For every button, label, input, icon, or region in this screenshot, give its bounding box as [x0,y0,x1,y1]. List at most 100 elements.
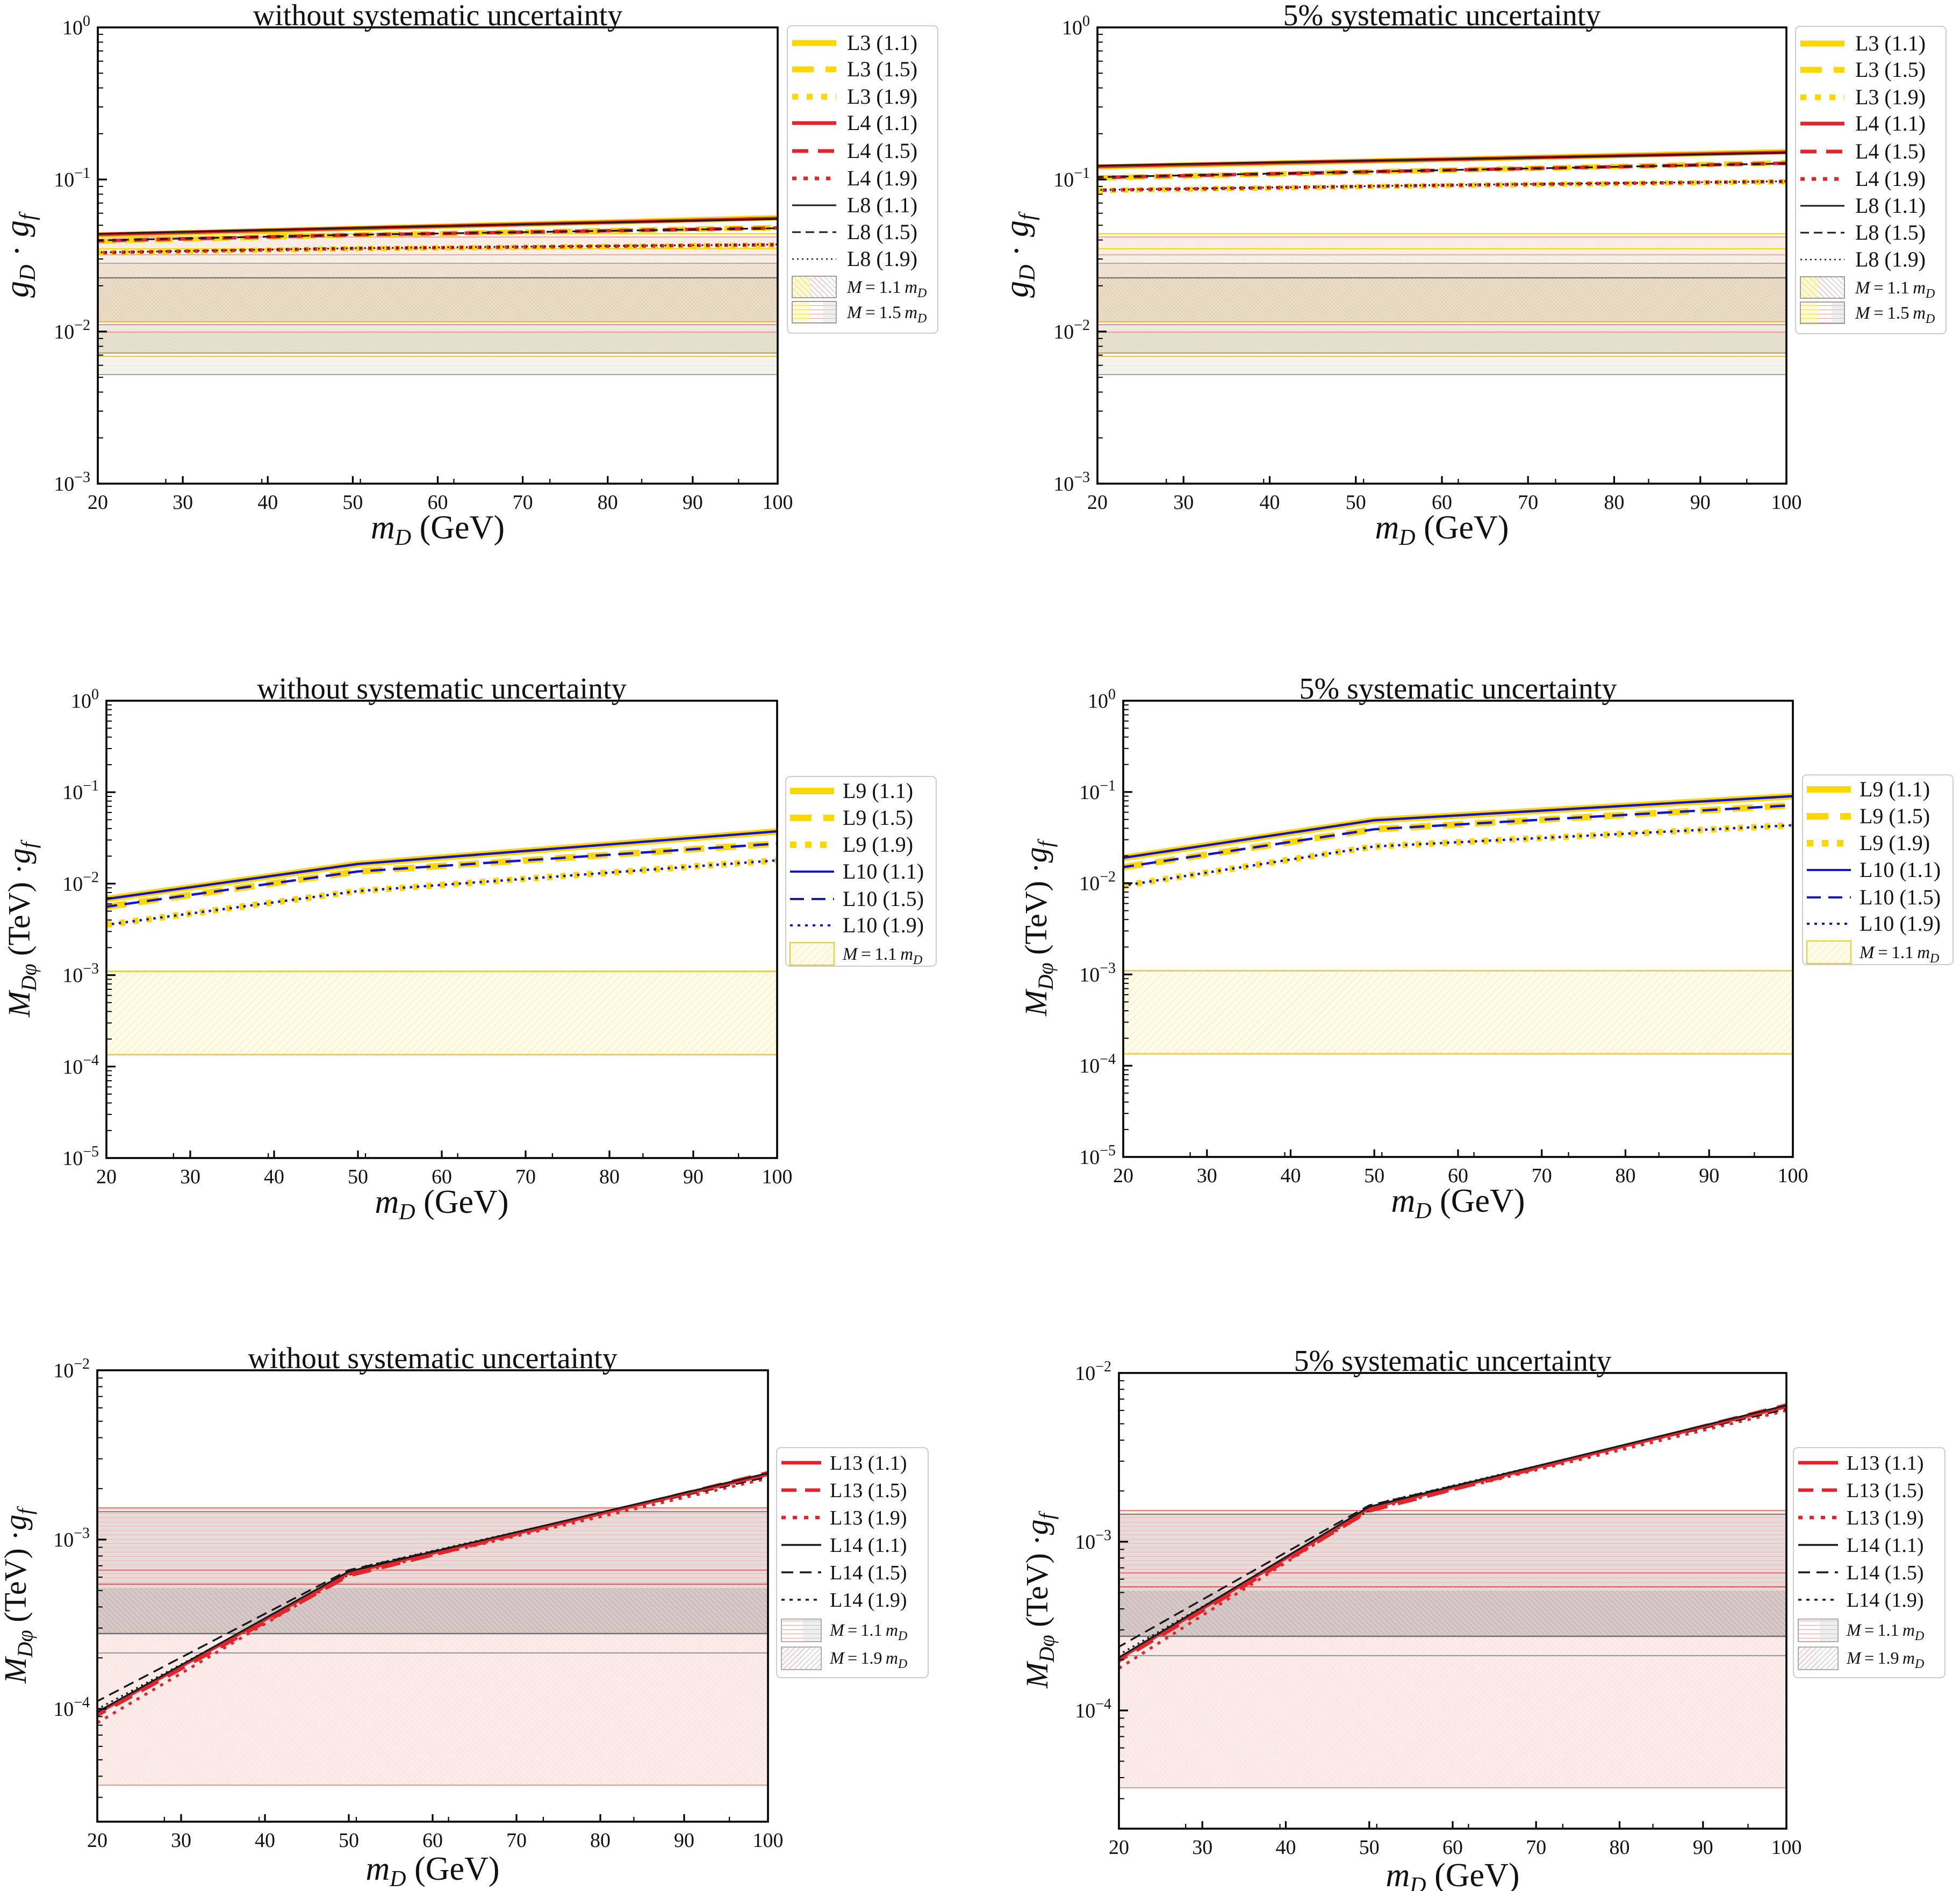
svg-text:40: 40 [1276,1836,1296,1859]
svg-text:L10 (1.9): L10 (1.9) [843,913,924,937]
svg-text:10−3: 10−3 [54,469,90,495]
svg-text:70: 70 [506,1829,527,1852]
svg-text:L4 (1.5): L4 (1.5) [847,139,917,163]
svg-text:L10 (1.5): L10 (1.5) [843,887,924,911]
svg-text:M = 1.1 mD: M = 1.1 mD [1855,278,1935,301]
svg-text:10−1: 10−1 [54,165,90,191]
svg-text:20: 20 [96,1166,117,1188]
svg-text:60: 60 [1448,1164,1468,1187]
svg-text:70: 70 [1526,1836,1546,1859]
svg-text:90: 90 [1690,491,1711,514]
svg-text:20: 20 [1087,491,1108,514]
svg-text:20: 20 [1109,1836,1129,1859]
svg-text:80: 80 [599,1166,620,1188]
svg-text:mD (GeV): mD (GeV) [366,1851,500,1891]
svg-text:L8 (1.5): L8 (1.5) [1855,220,1926,245]
svg-text:30: 30 [1192,1836,1212,1859]
svg-text:L8 (1.9): L8 (1.9) [847,247,917,271]
svg-text:20: 20 [87,1829,107,1852]
svg-text:60: 60 [428,491,448,514]
svg-text:100: 100 [763,491,793,514]
svg-text:30: 30 [173,491,193,514]
svg-text:L14 (1.1): L14 (1.1) [1847,1534,1924,1557]
svg-text:L13 (1.9): L13 (1.9) [1847,1507,1924,1529]
svg-text:60: 60 [432,1166,452,1188]
svg-text:100: 100 [1778,1164,1808,1187]
svg-text:M = 1.1 mD: M = 1.1 mD [829,1620,907,1643]
svg-text:L14 (1.9): L14 (1.9) [1847,1589,1924,1612]
svg-text:L9 (1.1): L9 (1.1) [1860,777,1930,801]
svg-text:30: 30 [171,1829,191,1852]
svg-text:L14 (1.5): L14 (1.5) [830,1562,907,1584]
svg-text:100: 100 [1771,491,1802,514]
svg-text:M = 1.1 mD: M = 1.1 mD [842,945,922,967]
svg-text:50: 50 [1364,1164,1384,1187]
svg-text:50: 50 [342,491,363,514]
svg-text:M = 1.5 mD: M = 1.5 mD [1855,304,1935,326]
svg-text:80: 80 [590,1829,611,1852]
svg-text:50: 50 [339,1829,359,1852]
svg-text:L8 (1.9): L8 (1.9) [1855,247,1926,271]
svg-text:50: 50 [1359,1836,1380,1859]
svg-text:M = 1.1 mD: M = 1.1 mD [1846,1620,1924,1643]
svg-text:80: 80 [1616,1164,1636,1187]
svg-text:100: 100 [1771,1836,1802,1859]
svg-text:90: 90 [674,1829,694,1852]
svg-text:L9 (1.1): L9 (1.1) [843,779,913,803]
svg-text:M = 1.9 mD: M = 1.9 mD [1846,1648,1924,1671]
svg-text:70: 70 [513,491,533,514]
svg-text:100: 100 [753,1829,784,1852]
svg-text:90: 90 [683,1166,703,1188]
svg-text:mD (GeV): mD (GeV) [375,1184,509,1225]
svg-text:L13 (1.1): L13 (1.1) [1847,1452,1924,1475]
svg-text:L4 (1.5): L4 (1.5) [1855,139,1926,163]
svg-text:40: 40 [257,491,278,514]
svg-text:10−3: 10−3 [1075,1527,1111,1554]
svg-text:L13 (1.1): L13 (1.1) [830,1452,907,1475]
svg-text:90: 90 [683,491,703,514]
svg-text:L9 (1.9): L9 (1.9) [843,832,913,857]
svg-text:MDφ (TeV) ·gf: MDφ (TeV) ·gf [1020,1511,1059,1688]
svg-text:80: 80 [598,491,618,514]
svg-text:L4 (1.1): L4 (1.1) [847,111,917,135]
svg-text:90: 90 [1693,1836,1713,1859]
svg-text:L3 (1.1): L3 (1.1) [847,31,917,55]
svg-text:L3 (1.5): L3 (1.5) [847,57,917,81]
svg-text:90: 90 [1699,1164,1719,1187]
svg-text:mD (GeV): mD (GeV) [1375,509,1509,550]
svg-text:L8 (1.1): L8 (1.1) [847,193,917,217]
svg-text:70: 70 [1518,491,1538,514]
svg-text:L4 (1.1): L4 (1.1) [1855,111,1926,135]
svg-text:L10 (1.9): L10 (1.9) [1860,911,1941,936]
svg-text:30: 30 [1173,491,1194,514]
svg-text:L9 (1.9): L9 (1.9) [1860,831,1930,855]
svg-text:M = 1.1 mD: M = 1.1 mD [1859,943,1939,966]
svg-text:50: 50 [348,1166,368,1188]
svg-text:gD · gf: gD · gf [0,211,40,298]
svg-text:40: 40 [264,1166,284,1188]
svg-text:10−2: 10−2 [1053,317,1090,343]
svg-text:40: 40 [1260,491,1280,514]
svg-text:60: 60 [1432,491,1452,514]
svg-text:50: 50 [1346,491,1366,514]
svg-text:10−4: 10−4 [1079,1051,1116,1077]
svg-text:70: 70 [515,1166,536,1188]
svg-text:mD (GeV): mD (GeV) [1391,1183,1525,1224]
svg-text:100: 100 [762,1166,793,1188]
svg-text:L10 (1.5): L10 (1.5) [1860,885,1941,909]
svg-text:L3 (1.9): L3 (1.9) [847,84,917,109]
svg-text:L13 (1.9): L13 (1.9) [830,1507,907,1529]
svg-text:5% systematic uncertainty: 5% systematic uncertainty [1283,0,1601,32]
svg-text:M = 1.1 mD: M = 1.1 mD [846,278,927,300]
svg-text:80: 80 [1604,491,1625,514]
svg-text:5% systematic uncertainty: 5% systematic uncertainty [1294,1344,1612,1378]
svg-text:L4 (1.9): L4 (1.9) [847,166,917,190]
svg-text:40: 40 [1281,1164,1301,1187]
svg-text:M = 1.5 mD: M = 1.5 mD [846,303,927,326]
svg-text:L14 (1.9): L14 (1.9) [830,1589,907,1612]
svg-text:L14 (1.1): L14 (1.1) [830,1534,907,1557]
svg-text:M = 1.9 mD: M = 1.9 mD [829,1648,907,1671]
svg-text:L13 (1.5): L13 (1.5) [830,1479,907,1502]
svg-text:L3 (1.5): L3 (1.5) [1855,57,1926,82]
svg-text:L4 (1.9): L4 (1.9) [1855,167,1926,191]
